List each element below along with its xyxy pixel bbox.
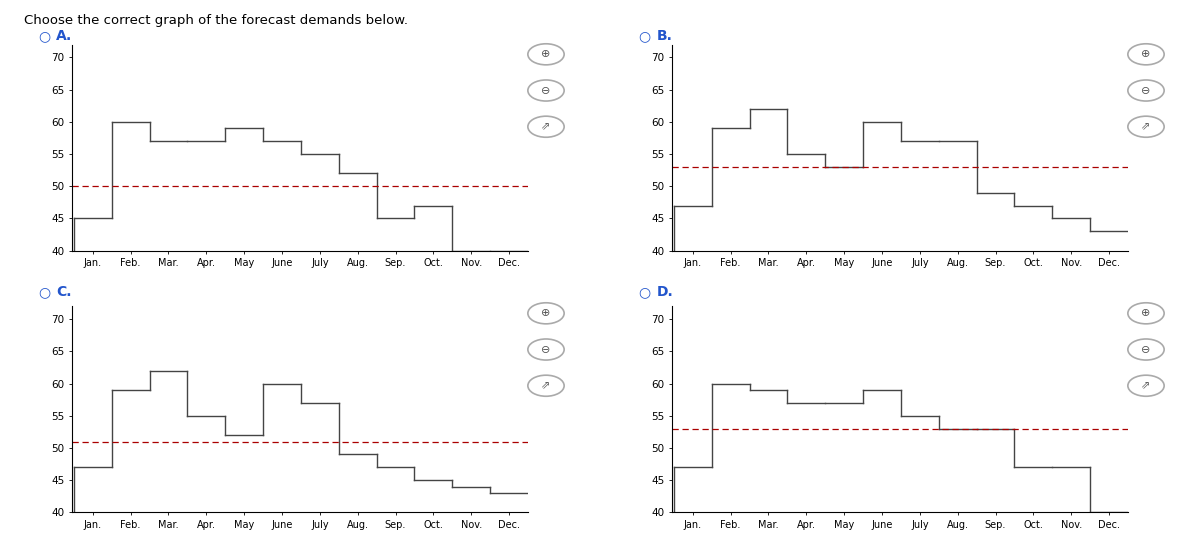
Text: ⊖: ⊖ [541, 86, 551, 95]
Text: D.: D. [656, 285, 673, 300]
Text: ○: ○ [638, 29, 650, 43]
Text: B.: B. [656, 29, 672, 43]
Text: ⇗: ⇗ [541, 381, 551, 390]
Text: ⊕: ⊕ [541, 309, 551, 318]
Text: ○: ○ [638, 285, 650, 300]
Text: ⊕: ⊕ [541, 50, 551, 59]
Text: ⊕: ⊕ [1141, 309, 1151, 318]
Text: ○: ○ [38, 29, 50, 43]
Text: ⇗: ⇗ [541, 122, 551, 131]
Text: A.: A. [56, 29, 73, 43]
Text: ○: ○ [38, 285, 50, 300]
Text: ⊖: ⊖ [541, 345, 551, 354]
Text: Choose the correct graph of the forecast demands below.: Choose the correct graph of the forecast… [24, 14, 408, 27]
Text: ⊕: ⊕ [1141, 50, 1151, 59]
Text: ⇗: ⇗ [1141, 381, 1151, 390]
Text: ⊖: ⊖ [1141, 86, 1151, 95]
Text: ⇗: ⇗ [1141, 122, 1151, 131]
Text: C.: C. [56, 285, 72, 300]
Text: ⊖: ⊖ [1141, 345, 1151, 354]
